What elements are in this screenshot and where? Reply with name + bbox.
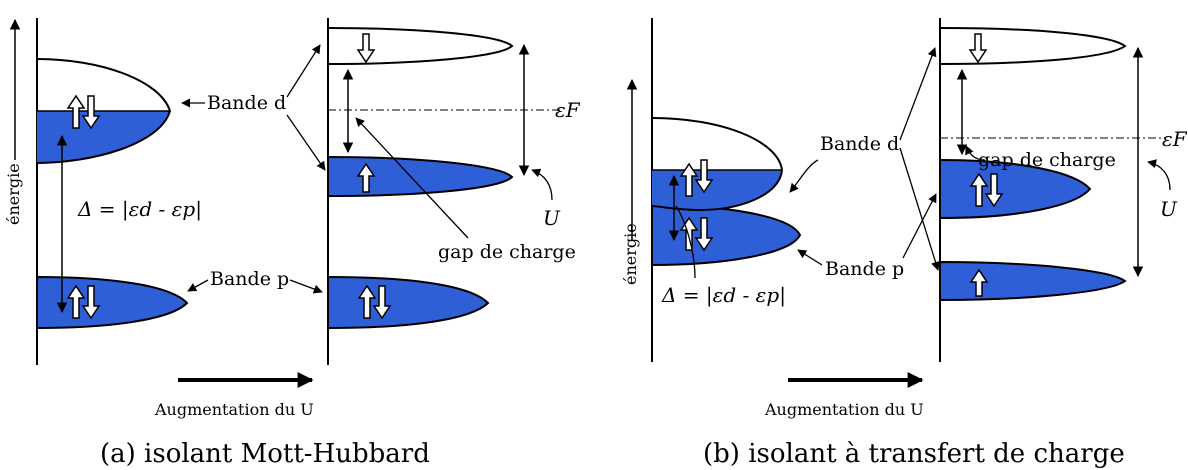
u-pointer <box>531 168 553 201</box>
band-d-pointer-lower <box>899 147 940 271</box>
band-p-pointer-left <box>797 249 823 266</box>
gap-label: gap de charge <box>438 241 576 263</box>
panel-b: énergie Δ = |εd - εp| Bande d Bande p <box>621 18 1188 469</box>
spin-up-arrow-icon <box>357 284 377 319</box>
u-label: U <box>543 206 561 230</box>
u-pointer <box>1147 159 1171 191</box>
band-d-pointer-left <box>789 159 819 193</box>
band-p-pointer-left <box>187 279 209 292</box>
caption-a: (a) isolant Mott-Hubbard <box>100 439 430 469</box>
increase-u-label: Augmentation du U <box>154 400 314 419</box>
spin-down-arrow-icon <box>81 285 101 320</box>
band-d-label: Bande d <box>820 133 899 155</box>
spin-up-arrow-icon <box>679 162 699 197</box>
spin-up-arrow-icon <box>969 268 989 297</box>
band-d-label: Bande d <box>207 92 286 114</box>
band-d-filled-half <box>37 111 170 163</box>
lower-hubbard-band <box>327 155 514 198</box>
u-label: U <box>1160 197 1178 221</box>
band-p-label: Bande p <box>210 268 289 290</box>
band-p-pointer-right <box>289 279 323 294</box>
band-d-outline <box>651 117 784 212</box>
increase-u-label: Augmentation du U <box>764 400 924 419</box>
band-p-label: Bande p <box>825 258 904 280</box>
delta-label: Δ = |εd - εp| <box>661 283 786 308</box>
upper-hubbard-band <box>939 27 1127 65</box>
gap-label: gap de charge <box>978 149 1116 171</box>
spin-up-arrow-icon <box>66 94 86 129</box>
caption-b: (b) isolant à transfert de charge <box>703 439 1125 469</box>
panel-a: énergie Δ = |εd - εp| Bande d Bande p <box>4 18 581 469</box>
spin-up-arrow-icon <box>969 172 989 207</box>
band-p-right <box>327 275 490 330</box>
band-d-pointer-upper <box>286 44 321 98</box>
energy-axis-label: énergie <box>4 163 23 225</box>
delta-pointer <box>675 205 696 279</box>
lower-hubbard-band <box>939 260 1127 302</box>
gap-pointer <box>355 117 469 239</box>
spin-up-arrow-icon <box>66 284 86 319</box>
band-d-pointer-upper <box>899 47 937 141</box>
spin-down-arrow-icon <box>81 95 101 130</box>
band-d-filled-half <box>652 170 782 210</box>
spin-down-arrow-icon <box>356 33 376 64</box>
energy-axis-label: énergie <box>621 223 640 285</box>
delta-label: Δ = |εd - εp| <box>77 197 202 222</box>
spin-down-arrow-icon <box>372 285 392 320</box>
fermi-label: εF <box>555 98 581 122</box>
spin-down-arrow-icon <box>694 217 714 252</box>
upper-hubbard-band <box>327 27 514 65</box>
gap-pointer <box>965 145 986 161</box>
spin-down-arrow-icon <box>968 33 988 64</box>
spin-up-arrow-icon <box>356 162 376 193</box>
band-p-pointer-right <box>902 193 937 259</box>
spin-down-arrow-icon <box>984 173 1004 208</box>
band-p-left <box>36 275 189 330</box>
band-d-pointer-lower <box>286 114 326 171</box>
spin-down-arrow-icon <box>694 159 714 194</box>
fermi-label: εF <box>1162 127 1188 151</box>
